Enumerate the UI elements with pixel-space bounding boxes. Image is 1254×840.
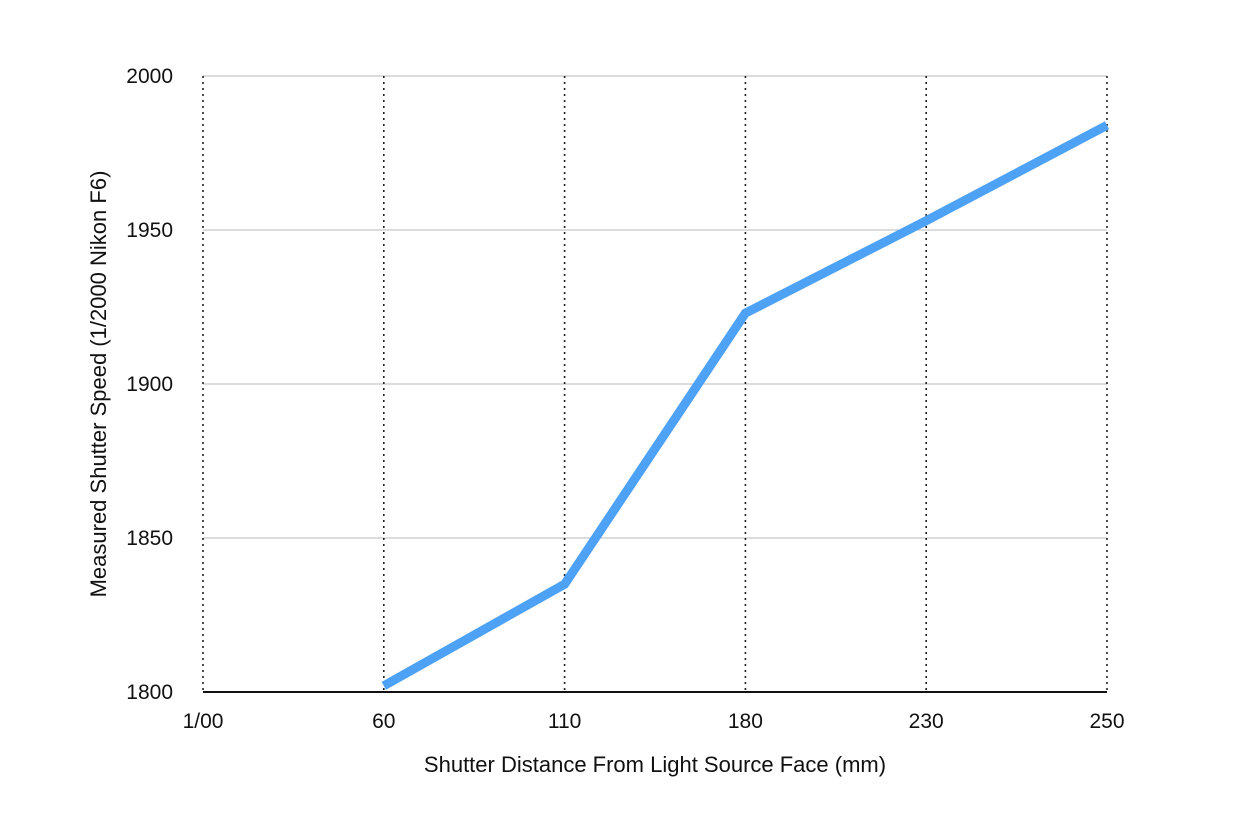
- x-tick-label: 110: [548, 710, 581, 733]
- x-tick-label: 230: [909, 710, 944, 733]
- x-tick-label: 60: [372, 710, 395, 733]
- x-tick-label: 180: [728, 710, 763, 733]
- y-tick-label: 2000: [126, 65, 173, 88]
- y-tick-label: 1800: [126, 681, 173, 704]
- x-axis-title: Shutter Distance From Light Source Face …: [424, 752, 886, 777]
- horizontal-gridlines: [203, 75, 1107, 539]
- y-tick-labels: 1800 1850 1900 1950 2000: [126, 65, 173, 704]
- x-tick-label: 250: [1089, 710, 1124, 733]
- vertical-gridlines: [202, 76, 1108, 692]
- y-tick-label: 1900: [126, 373, 173, 396]
- y-tick-label: 1850: [126, 527, 173, 550]
- x-tick-label: 1/00: [183, 710, 224, 733]
- y-tick-label: 1950: [126, 219, 173, 242]
- y-axis-title: Measured Shutter Speed (1/2000 Nikon F6): [86, 171, 111, 598]
- x-tick-labels: 1/00 60 110 180 230 250: [183, 710, 1125, 733]
- series-layer: [381, 121, 1110, 690]
